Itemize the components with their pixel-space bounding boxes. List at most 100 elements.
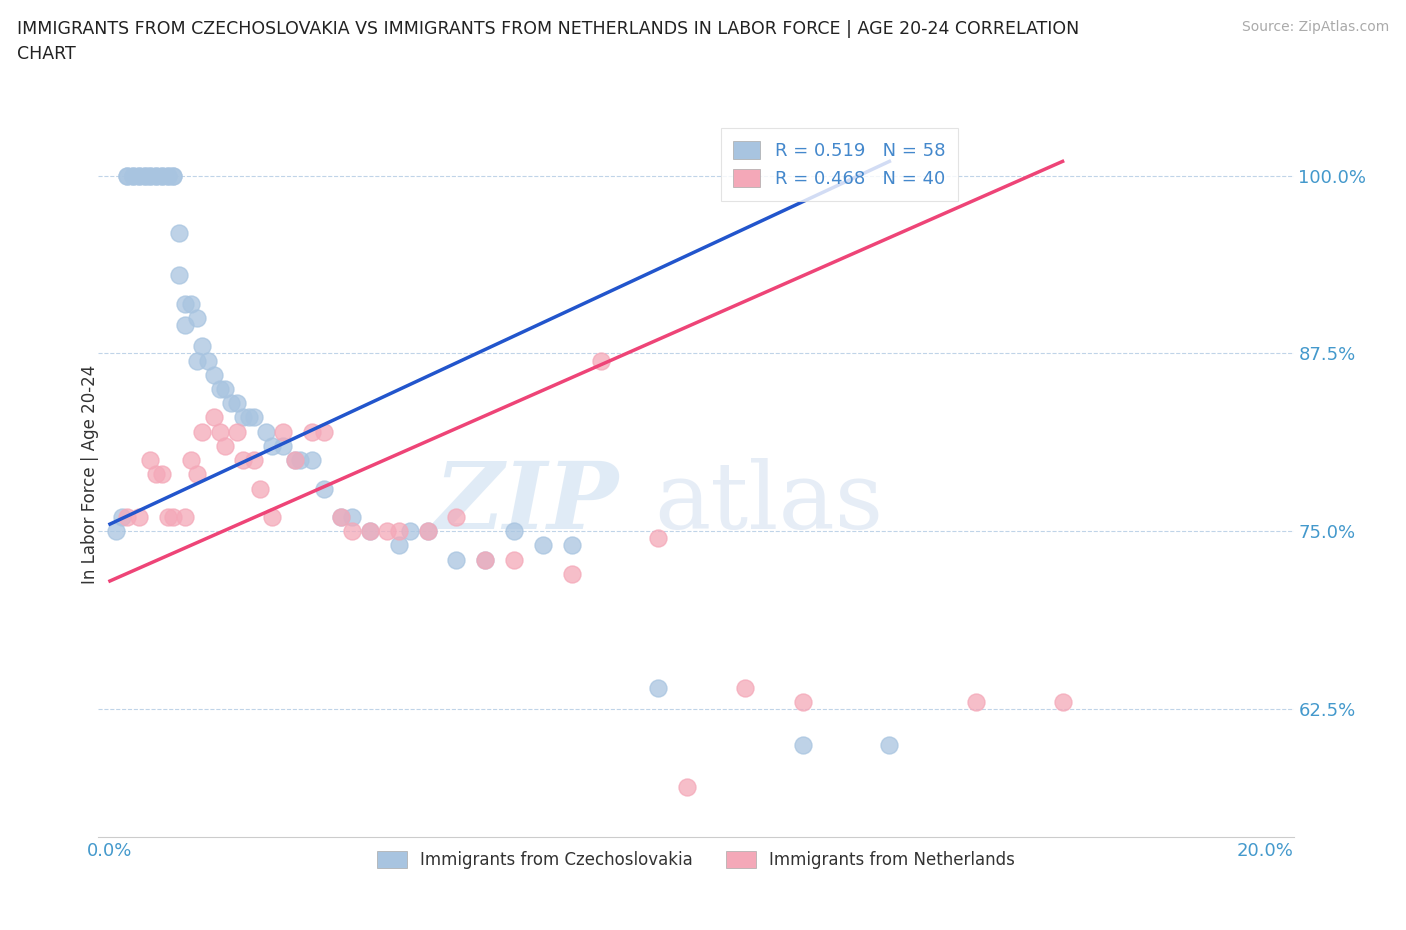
Point [191,424,214,439]
Point [284,453,307,468]
Point [174,317,197,332]
Point [284,453,307,468]
Point [965,695,987,710]
Text: ZIP: ZIP [434,458,619,549]
Point [167,268,190,283]
Point [150,168,173,183]
Point [474,552,496,567]
Point [260,438,283,453]
Legend: Immigrants from Czechoslovakia, Immigrants from Netherlands: Immigrants from Czechoslovakia, Immigran… [370,844,1022,876]
Point [243,453,266,468]
Text: Source: ZipAtlas.com: Source: ZipAtlas.com [1241,20,1389,34]
Point [1052,695,1074,710]
Point [128,168,150,183]
Point [128,168,150,183]
Point [122,168,145,183]
Point [647,531,669,546]
Point [186,467,208,482]
Point [329,510,352,525]
Point [134,168,156,183]
Point [226,396,249,411]
Point [342,524,364,538]
Point [399,524,422,538]
Point [162,510,184,525]
Point [271,424,294,439]
Point [474,552,496,567]
Point [202,410,225,425]
Point [214,438,236,453]
Text: CHART: CHART [17,45,76,62]
Point [734,680,756,695]
Point [232,410,254,425]
Point [219,396,242,411]
Point [191,339,214,353]
Point [375,524,398,538]
Point [226,424,249,439]
Point [531,538,554,552]
Point [128,510,150,525]
Point [416,524,439,538]
Point [208,381,231,396]
Text: atlas: atlas [654,458,883,549]
Point [208,424,231,439]
Point [561,566,583,581]
Point [156,510,179,525]
Point [388,538,411,552]
Text: IMMIGRANTS FROM CZECHOSLOVAKIA VS IMMIGRANTS FROM NETHERLANDS IN LABOR FORCE | A: IMMIGRANTS FROM CZECHOSLOVAKIA VS IMMIGR… [17,20,1080,38]
Point [214,381,236,396]
Point [174,296,197,311]
Point [145,168,167,183]
Point [167,225,190,240]
Point [238,410,260,425]
Point [416,524,439,538]
Point [446,552,468,567]
Point [301,453,323,468]
Point [150,467,173,482]
Point [232,453,254,468]
Point [312,424,335,439]
Point [329,510,352,525]
Point [342,510,364,525]
Point [117,510,139,525]
Point [503,552,526,567]
Point [792,737,814,752]
Point [150,168,173,183]
Point [503,524,526,538]
Point [180,453,202,468]
Point [104,524,127,538]
Point [202,367,225,382]
Point [117,168,139,183]
Point [174,510,197,525]
Point [271,438,294,453]
Point [110,510,132,525]
Point [589,353,612,368]
Point [145,467,167,482]
Point [134,168,156,183]
Point [561,538,583,552]
Point [879,737,901,752]
Point [249,481,271,496]
Point [260,510,283,525]
Point [117,168,139,183]
Point [792,695,814,710]
Point [162,168,184,183]
Point [388,524,411,538]
Point [290,453,312,468]
Point [156,168,179,183]
Point [446,510,468,525]
Point [122,168,145,183]
Point [186,353,208,368]
Point [243,410,266,425]
Point [156,168,179,183]
Point [139,168,162,183]
Y-axis label: In Labor Force | Age 20-24: In Labor Force | Age 20-24 [82,365,98,584]
Point [301,424,323,439]
Point [254,424,277,439]
Point [312,481,335,496]
Point [647,680,669,695]
Point [359,524,381,538]
Point [139,453,162,468]
Point [180,296,202,311]
Point [139,168,162,183]
Point [145,168,167,183]
